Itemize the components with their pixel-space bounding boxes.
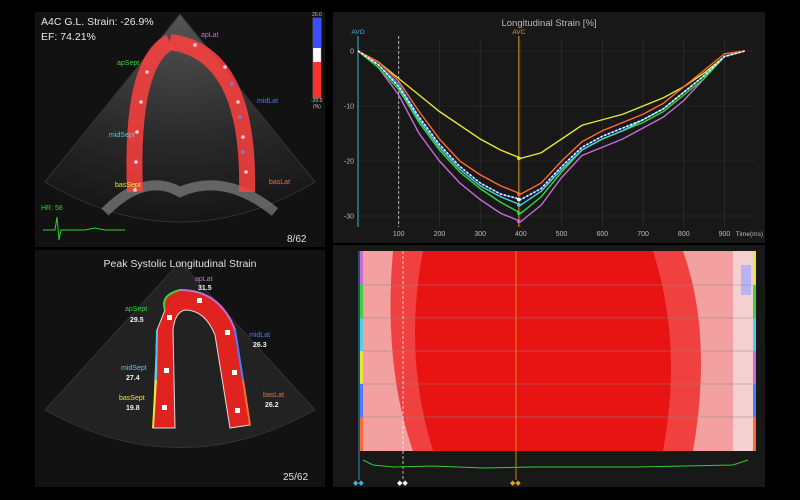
avc-point-5 [517, 192, 521, 196]
x-tick-label: 400 [515, 231, 527, 238]
svg-text:◆◆: ◆◆ [353, 480, 364, 487]
global-strain-label: A4C G.L. Strain: -26.9% [41, 16, 154, 28]
scale-min-label: -20.0 [311, 98, 323, 104]
frame-counter: 25/62 [283, 472, 309, 483]
y-tick-label: -20 [344, 159, 354, 166]
strain-curve-3 [357, 50, 746, 201]
avc-point-6 [517, 197, 521, 202]
x-tick-label: 300 [474, 231, 486, 238]
segment-value-baslat: 26.2 [265, 402, 279, 409]
segment-label-midlat: midLat [257, 98, 279, 105]
scale-unit-label: (%) [313, 104, 321, 110]
segment-label-midsept: midSept [109, 132, 135, 139]
strain-heatmap[interactable]: ◆◆ ◆◆ ◆◆ [333, 245, 765, 487]
x-tick-label: 800 [678, 231, 690, 238]
segment-name-baslat: basLat [263, 392, 285, 399]
segment-label-bassept: basSept [115, 182, 141, 189]
peak-strain-view[interactable]: Peak Systolic Longitudinal Strain apLat … [35, 250, 325, 487]
chart-title: Longitudinal Strain [%] [501, 18, 597, 29]
strain-curve-2 [357, 50, 746, 215]
segment-name-midsept: midSept [121, 365, 147, 372]
svg-text:◆◆: ◆◆ [397, 480, 408, 487]
avc-point-1 [517, 219, 521, 224]
x-tick-label: 500 [556, 231, 568, 238]
segment-name-aplat: apLat [195, 276, 213, 283]
avc-point-2 [517, 211, 521, 216]
segment-value-aplat: 31.5 [198, 285, 212, 292]
segment-name-apsept: apSept [125, 306, 148, 313]
x-tick-label: 100 [393, 231, 405, 238]
segment-label-baslat: basLat [269, 179, 291, 186]
ejection-fraction-label: EF: 74.21% [41, 31, 96, 43]
heart-rate-label: HR: 58 [41, 205, 63, 212]
x-tick-label: 600 [596, 231, 608, 238]
svg-text:◆◆: ◆◆ [510, 480, 521, 487]
frame-counter: 8/62 [287, 234, 307, 245]
marker-label-avc: AVC [512, 29, 525, 36]
strain-curve-6 [357, 50, 746, 201]
y-tick-label: -30 [344, 214, 354, 221]
scale-max-label: 20.0 [312, 12, 322, 18]
strain-curve-0 [357, 50, 746, 159]
strain-curve-1 [357, 50, 746, 223]
segment-label-apsept: apSept [117, 60, 140, 67]
segment-value-midsept: 27.4 [126, 375, 140, 382]
x-tick-label: 200 [434, 231, 446, 238]
marker-label-avo: AVO [351, 29, 364, 36]
longitudinal-strain-chart[interactable]: Longitudinal Strain [%] 100 200 300 400 500 6… [333, 12, 765, 243]
x-axis-label: Time(ms) [736, 231, 763, 238]
segment-name-midlat: midLat [249, 332, 271, 339]
segment-value-apsept: 29.5 [130, 317, 144, 324]
ecg-trace [43, 216, 125, 241]
avc-point-4 [517, 203, 521, 207]
y-tick-label: 0 [350, 49, 354, 56]
segment-name-bassept: basSept [119, 395, 145, 402]
bullseye-title: Peak Systolic Longitudinal Strain [103, 258, 257, 270]
x-tick-label: 700 [637, 231, 649, 238]
strain-echo-view[interactable]: A4C G.L. Strain: -26.9% EF: 74.21% apLat… [35, 12, 325, 247]
strain-plot: 100 200 300 400 500 600 700 800 900 0 -10 -20 -30 Tim… [344, 29, 763, 238]
avc-point-0 [517, 156, 521, 161]
segment-label-aplat: apLat [201, 32, 219, 39]
segment-value-midlat: 26.3 [253, 342, 267, 349]
y-tick-label: -10 [344, 104, 354, 111]
strain-curve-5 [357, 50, 745, 195]
segment-value-bassept: 19.8 [126, 405, 140, 412]
strain-curve-4 [357, 50, 746, 206]
x-tick-label: 900 [719, 231, 731, 238]
ecg-trace [362, 459, 749, 469]
